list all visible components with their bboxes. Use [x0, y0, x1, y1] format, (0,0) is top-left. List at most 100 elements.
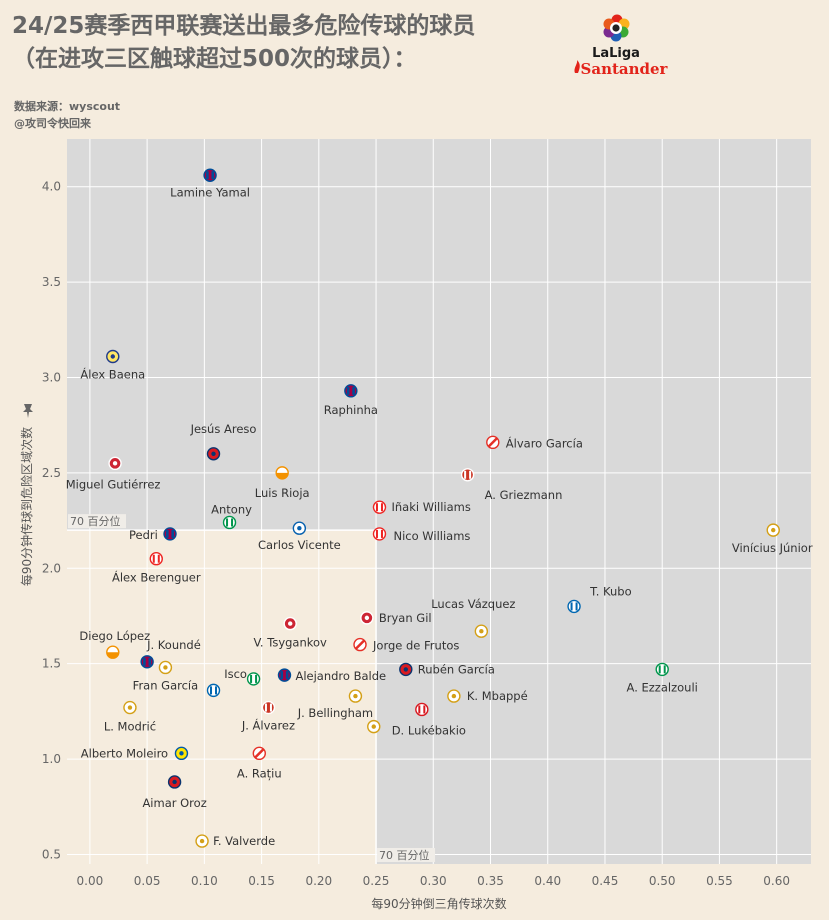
club-badge: [372, 527, 387, 541]
player-point: [140, 655, 154, 669]
player-point: [344, 384, 358, 398]
club-badge: [292, 521, 307, 535]
y-tick-label: 3.0: [42, 370, 61, 384]
santander-flame-icon: [574, 60, 580, 73]
player-point: [567, 599, 581, 614]
player-label: Isco: [224, 667, 247, 681]
player-label: K. Mbappé: [467, 689, 528, 703]
club-badge: [367, 719, 381, 734]
player-points: [106, 168, 780, 848]
player-point: [106, 349, 120, 364]
x-tick-label: 0.60: [763, 874, 790, 888]
player-point: [348, 689, 363, 703]
club-badge: [174, 746, 189, 761]
player-point: [277, 668, 292, 682]
club-badge: [108, 456, 122, 471]
player-point: [766, 523, 780, 537]
player-label: Luis Rioja: [255, 486, 310, 500]
player-label: Jesús Areso: [190, 422, 257, 436]
player-label: J. Álvarez: [241, 718, 295, 733]
x-tick-label: 0.25: [363, 874, 390, 888]
player-point: [163, 527, 177, 541]
player-point: [108, 456, 122, 471]
x-percentile-label: 70 百分位: [379, 848, 430, 862]
club-badge: [203, 168, 217, 182]
club-badge: [140, 655, 154, 669]
player-point: [292, 521, 307, 535]
player-point: [158, 660, 173, 675]
club-badge: [486, 435, 500, 450]
x-axis-ticks: 0.00 0.05 0.10 0.15 0.20 0.25 0.30 0.35 0.40 0.45…: [77, 874, 790, 888]
y-tick-label: 1.5: [42, 657, 61, 671]
club-badge: [415, 702, 429, 717]
player-point: [123, 700, 137, 715]
player-point: [372, 527, 387, 541]
player-label: Lucas Vázquez: [431, 597, 515, 611]
x-percentile-label-bg: [377, 848, 436, 862]
x-tick-label: 0.45: [592, 874, 619, 888]
player-label: A. Ezzalzouli: [627, 680, 698, 694]
percentile-reference-lines: 70 百分位 70 百分位: [67, 514, 436, 864]
club-badge: [158, 660, 173, 675]
club-badge: [655, 662, 669, 677]
player-label: Nico Williams: [393, 529, 470, 543]
club-badge: [167, 775, 182, 789]
player-label: Álvaro García: [506, 435, 583, 450]
club-badge: [460, 468, 475, 482]
club-badge: [206, 683, 221, 698]
x-tick-label: 0.55: [706, 874, 733, 888]
player-label: Bryan Gil: [379, 611, 432, 625]
player-label: J. Koundé: [146, 638, 201, 652]
player-point: [360, 611, 374, 625]
x-tick-label: 0.00: [77, 874, 104, 888]
player-point: [275, 466, 289, 480]
below-70th-percentile-region: [67, 530, 377, 864]
club-badge: [283, 616, 297, 631]
player-point: [283, 616, 297, 631]
player-label: T. Kubo: [589, 584, 632, 598]
player-point: [252, 746, 266, 761]
x-axis-title: 每90分钟倒三角传球次数: [371, 896, 506, 911]
laliga-wordmark: LaLiga: [592, 46, 640, 61]
low-quadrant-fill: [67, 530, 377, 864]
x-tick-label: 0.05: [134, 874, 161, 888]
club-badge: [275, 466, 289, 480]
club-badge: [106, 645, 120, 659]
x-tick-label: 0.10: [191, 874, 218, 888]
player-label: Aimar Oroz: [142, 796, 206, 810]
club-badge: [206, 447, 221, 461]
player-label: Diego López: [79, 629, 150, 643]
laliga-logo-graphic: LaLiga Santander: [574, 14, 669, 78]
club-badge: [277, 668, 292, 682]
y-axis-title-group: 每90分钟传球到危险区域次数: [19, 404, 34, 586]
player-point: [149, 552, 163, 566]
player-point: [399, 662, 413, 677]
player-label: Iñaki Williams: [391, 500, 470, 514]
player-label: Jorge de Frutos: [372, 639, 459, 653]
y-tick-label: 2.5: [42, 466, 61, 480]
player-point: [222, 515, 237, 530]
player-point: [195, 834, 209, 848]
laliga-logo: LaLiga Santander: [566, 12, 670, 78]
pin-icon: [23, 404, 33, 418]
player-point: [167, 775, 182, 789]
player-point: [246, 672, 261, 686]
y-tick-label: 3.5: [42, 275, 61, 289]
player-label: Rubén García: [418, 662, 495, 676]
club-badge: [123, 700, 137, 715]
club-badge: [372, 500, 387, 514]
club-badge: [348, 689, 363, 703]
data-source-label: 数据来源：wyscout: [14, 100, 121, 113]
club-badge: [447, 689, 461, 703]
player-label: Fran García: [133, 678, 199, 692]
chart-title: 24/25赛季西甲联赛送出最多危险传球的球员 （在进攻三区触球超过500次的球员…: [12, 10, 475, 76]
y-tick-label: 2.0: [42, 561, 61, 575]
player-point: [203, 168, 217, 182]
player-point-unlabeled: [206, 683, 221, 698]
player-label: L. Modrić: [104, 720, 156, 734]
player-label: Pedri: [129, 528, 158, 542]
club-badge: [567, 599, 581, 614]
player-label: V. Tsygankov: [254, 636, 328, 650]
y-axis-ticks: 0.5 1.0 1.5 2.0 2.5 3.0 3.5 4.0: [42, 180, 61, 862]
player-label: Álex Berenguer: [112, 570, 201, 585]
